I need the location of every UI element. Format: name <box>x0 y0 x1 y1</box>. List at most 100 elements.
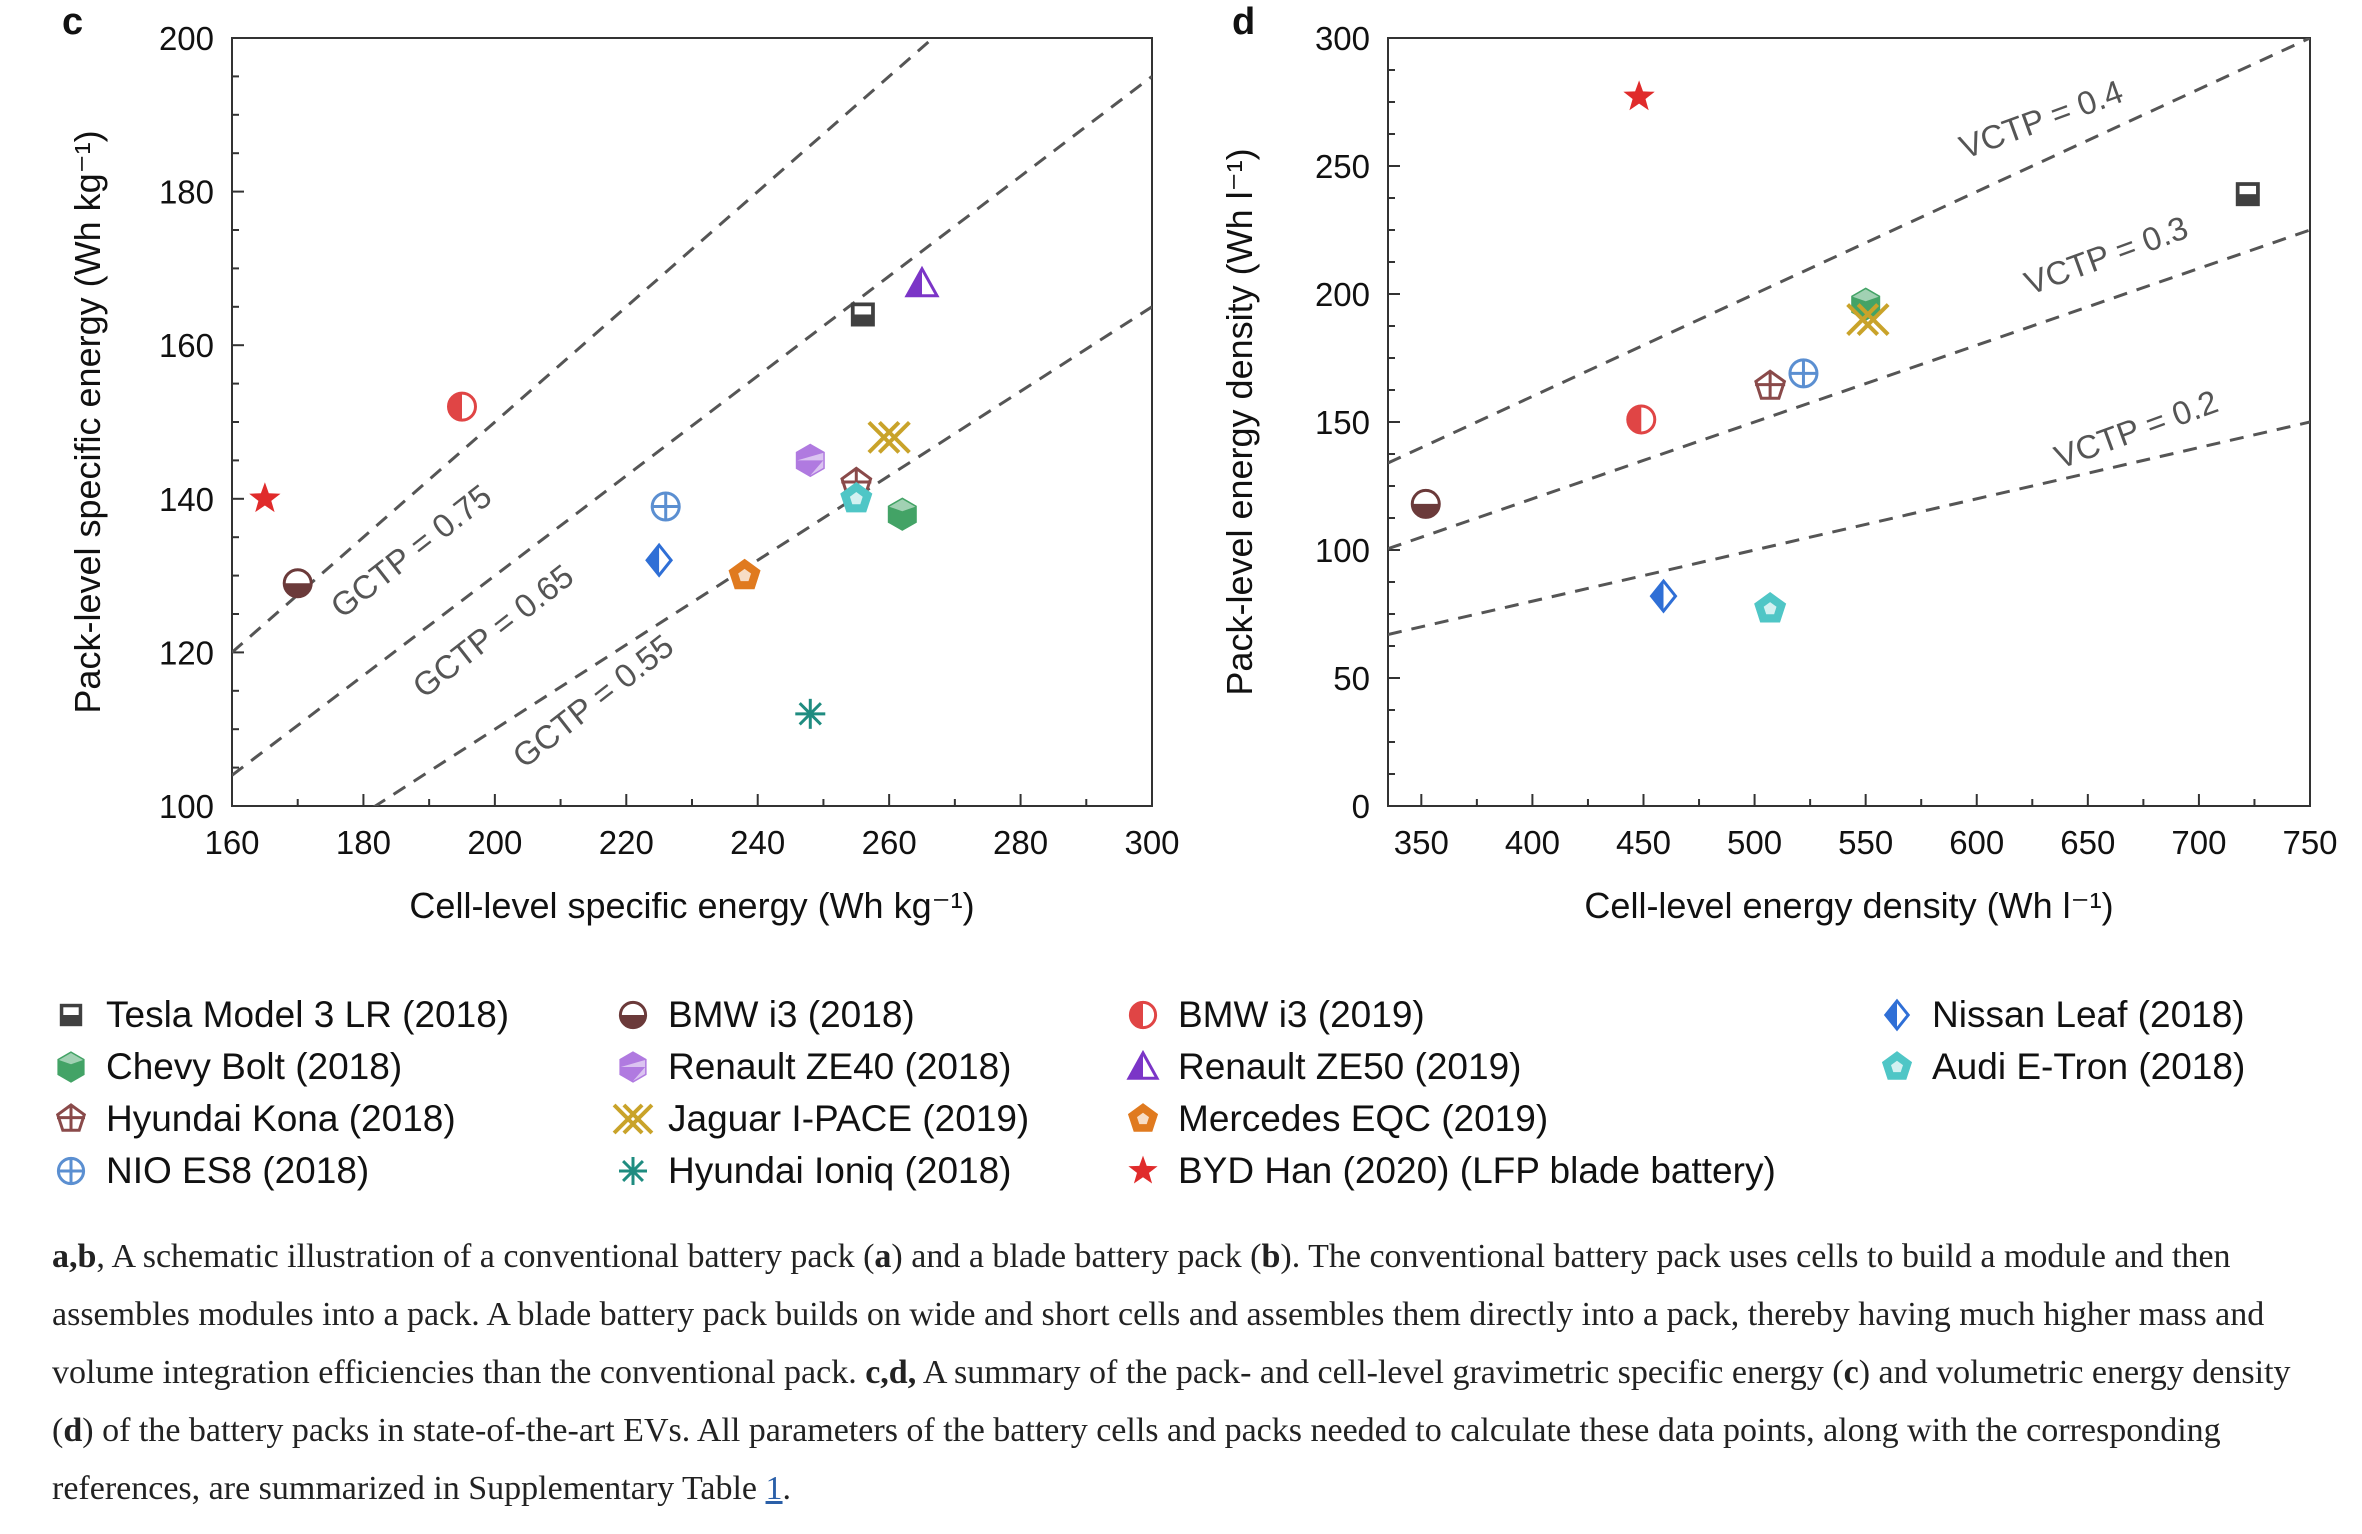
legend-label: Renault ZE40 (2018) <box>668 1046 1012 1087</box>
caption-bold-a: a <box>874 1238 892 1275</box>
x-tick-label: 750 <box>2282 824 2337 861</box>
legend-label: BMW i3 (2019) <box>1178 994 1425 1035</box>
point-jaguar-i-pace-2019 <box>1846 303 1890 337</box>
panel-d: d 350 400 450 500 550 600 650 700 750 0 50 100 150 200… <box>1219 1 2338 926</box>
plot-frame <box>231 37 1153 807</box>
legend-item-mercedes-eqc-2019: Mercedes EQC (2019) <box>1120 1094 1548 1144</box>
y-tick-label: 100 <box>1315 532 1370 569</box>
point-bmw-i3-2018 <box>282 568 313 599</box>
caption-text-7: . <box>782 1470 792 1507</box>
legend-marker-circle-half-bottom-icon <box>610 992 656 1038</box>
y-axis-label: Pack-level specific energy (Wh kg⁻¹) <box>67 130 108 713</box>
x-tick-label: 500 <box>1727 824 1782 861</box>
legend-label: Hyundai Kona (2018) <box>106 1098 456 1139</box>
legend-marker-diamond-half-icon <box>1874 992 1920 1038</box>
panel-label-c: c <box>62 1 83 43</box>
reference-label-vctp-0-3: VCTP = 0.3 <box>2019 209 2192 302</box>
legend: Tesla Model 3 LR (2018) Chevy Bolt (2018)… <box>48 990 2328 1200</box>
x-tick-label: 280 <box>993 824 1048 861</box>
legend-marker-pentagon-half-icon <box>1120 1096 1166 1142</box>
caption-text-3: ). The conventional battery pack uses ce… <box>52 1238 2265 1391</box>
y-tick-label: 150 <box>1315 404 1370 441</box>
x-tick-label: 200 <box>467 824 522 861</box>
x-tick-label: 550 <box>1838 824 1893 861</box>
point-nio-es8-2018 <box>1788 358 1819 389</box>
point-nissan-leaf-2018 <box>645 542 674 578</box>
y-tick-label: 120 <box>159 634 214 671</box>
point-tesla-model-3-lr-2018 <box>2235 182 2260 207</box>
reference-line-vctp-0-3 <box>1388 228 2310 551</box>
legend-label: Tesla Model 3 LR (2018) <box>106 994 510 1035</box>
reference-line-vctp-0-4 <box>1388 38 2310 465</box>
point-byd-han-2020-lfp-blade-battery <box>249 482 281 513</box>
y-tick-label: 300 <box>1315 20 1370 57</box>
legend-label: BMW i3 (2018) <box>668 994 915 1035</box>
x-axis-label: Cell-level energy density (Wh l⁻¹) <box>1584 885 2113 926</box>
caption-text-1: , A schematic illustration of a conventi… <box>96 1238 875 1275</box>
point-byd-han-2020-lfp-blade-battery <box>1623 80 1655 111</box>
legend-item-audi-e-tron-2018: Audi E-Tron (2018) <box>1874 1042 2245 1092</box>
y-tick-label: 200 <box>159 20 214 57</box>
legend-label: Hyundai Ioniq (2018) <box>668 1150 1012 1191</box>
y-tick-label: 180 <box>159 174 214 211</box>
point-nissan-leaf-2018 <box>1649 578 1678 614</box>
x-tick-label: 600 <box>1949 824 2004 861</box>
x-tick-label: 160 <box>204 824 259 861</box>
x-tick-label: 400 <box>1505 824 1560 861</box>
x-tick-label: 650 <box>2060 824 2115 861</box>
reference-line-vctp-0-2 <box>1388 420 2310 636</box>
legend-label: NIO ES8 (2018) <box>106 1150 370 1191</box>
reference-label-gctp-0-65: GCTP = 0.65 <box>406 557 581 705</box>
legend-item-bmw-i3-2019: BMW i3 (2019) <box>1120 990 1425 1040</box>
legend-item-bmw-i3-2018: BMW i3 (2018) <box>610 990 915 1040</box>
legend-marker-double-x-icon <box>610 1096 656 1142</box>
legend-label: BYD Han (2020) (LFP blade battery) <box>1178 1150 1776 1191</box>
x-tick-label: 240 <box>730 824 785 861</box>
legend-item-chevy-bolt-2018: Chevy Bolt (2018) <box>48 1042 402 1092</box>
y-tick-label: 0 <box>1352 788 1370 825</box>
caption-bold-cd: c,d, <box>865 1354 917 1391</box>
point-bmw-i3-2019 <box>447 391 477 422</box>
panel-c: c 160 180 200 220 240 260 280 300 100 120 140 160 180… <box>62 1 1180 926</box>
reference-label-vctp-0-4: VCTP = 0.4 <box>1954 73 2127 166</box>
x-tick-label: 180 <box>336 824 391 861</box>
y-axis-label: Pack-level energy density (Wh l⁻¹) <box>1219 148 1260 695</box>
point-hyundai-kona-2018 <box>1754 369 1787 400</box>
point-mercedes-eqc-2019 <box>728 558 761 590</box>
legend-marker-pentagon-star-icon <box>48 1096 94 1142</box>
legend-marker-pentagon-cyan-icon <box>1874 1044 1920 1090</box>
point-jaguar-i-pace-2019 <box>867 420 911 454</box>
legend-marker-circle-plus-icon <box>48 1148 94 1194</box>
caption-bold-d: d <box>63 1412 83 1449</box>
reference-line-gctp-0-75 <box>232 38 936 654</box>
legend-label: Jaguar I-PACE (2019) <box>668 1098 1030 1139</box>
caption-bold-b: b <box>1261 1238 1281 1275</box>
legend-item-jaguar-i-pace-2019: Jaguar I-PACE (2019) <box>610 1094 1029 1144</box>
y-tick-label: 100 <box>159 788 214 825</box>
legend-item-nio-es8-2018: NIO ES8 (2018) <box>48 1146 369 1196</box>
legend-marker-hexagon-icon <box>48 1044 94 1090</box>
legend-item-hyundai-kona-2018: Hyundai Kona (2018) <box>48 1094 456 1144</box>
caption-text-6: ) of the battery packs in state-of-the-a… <box>52 1412 2221 1507</box>
reference-line-gctp-0-65 <box>232 75 1152 777</box>
legend-item-hyundai-ioniq-2018: Hyundai Ioniq (2018) <box>610 1146 1012 1196</box>
y-tick-label: 250 <box>1315 148 1370 185</box>
y-tick-label: 50 <box>1333 660 1370 697</box>
legend-item-renault-ze40-2018: Renault ZE40 (2018) <box>610 1042 1011 1092</box>
y-tick-label: 160 <box>159 327 214 364</box>
point-audi-e-tron-2018 <box>840 481 873 513</box>
caption-text-4: A summary of the pack- and cell-level gr… <box>916 1354 1844 1391</box>
caption-bold-ab: a,b <box>52 1238 97 1275</box>
point-nio-es8-2018 <box>650 491 681 522</box>
legend-marker-circle-half-left-icon <box>1120 992 1166 1038</box>
legend-item-tesla-model-3-lr-2018: Tesla Model 3 LR (2018) <box>48 990 509 1040</box>
supplementary-table-link[interactable]: 1 <box>765 1470 783 1507</box>
point-renault-ze40-2018 <box>795 443 825 478</box>
legend-marker-triangle-half-icon <box>1120 1044 1166 1090</box>
point-hyundai-ioniq-2018 <box>795 698 826 729</box>
legend-label: Renault ZE50 (2019) <box>1178 1046 1522 1087</box>
y-tick-label: 140 <box>159 481 214 518</box>
reference-label-vctp-0-2: VCTP = 0.2 <box>2049 383 2222 476</box>
point-bmw-i3-2018 <box>1410 488 1441 519</box>
x-tick-label: 220 <box>599 824 654 861</box>
